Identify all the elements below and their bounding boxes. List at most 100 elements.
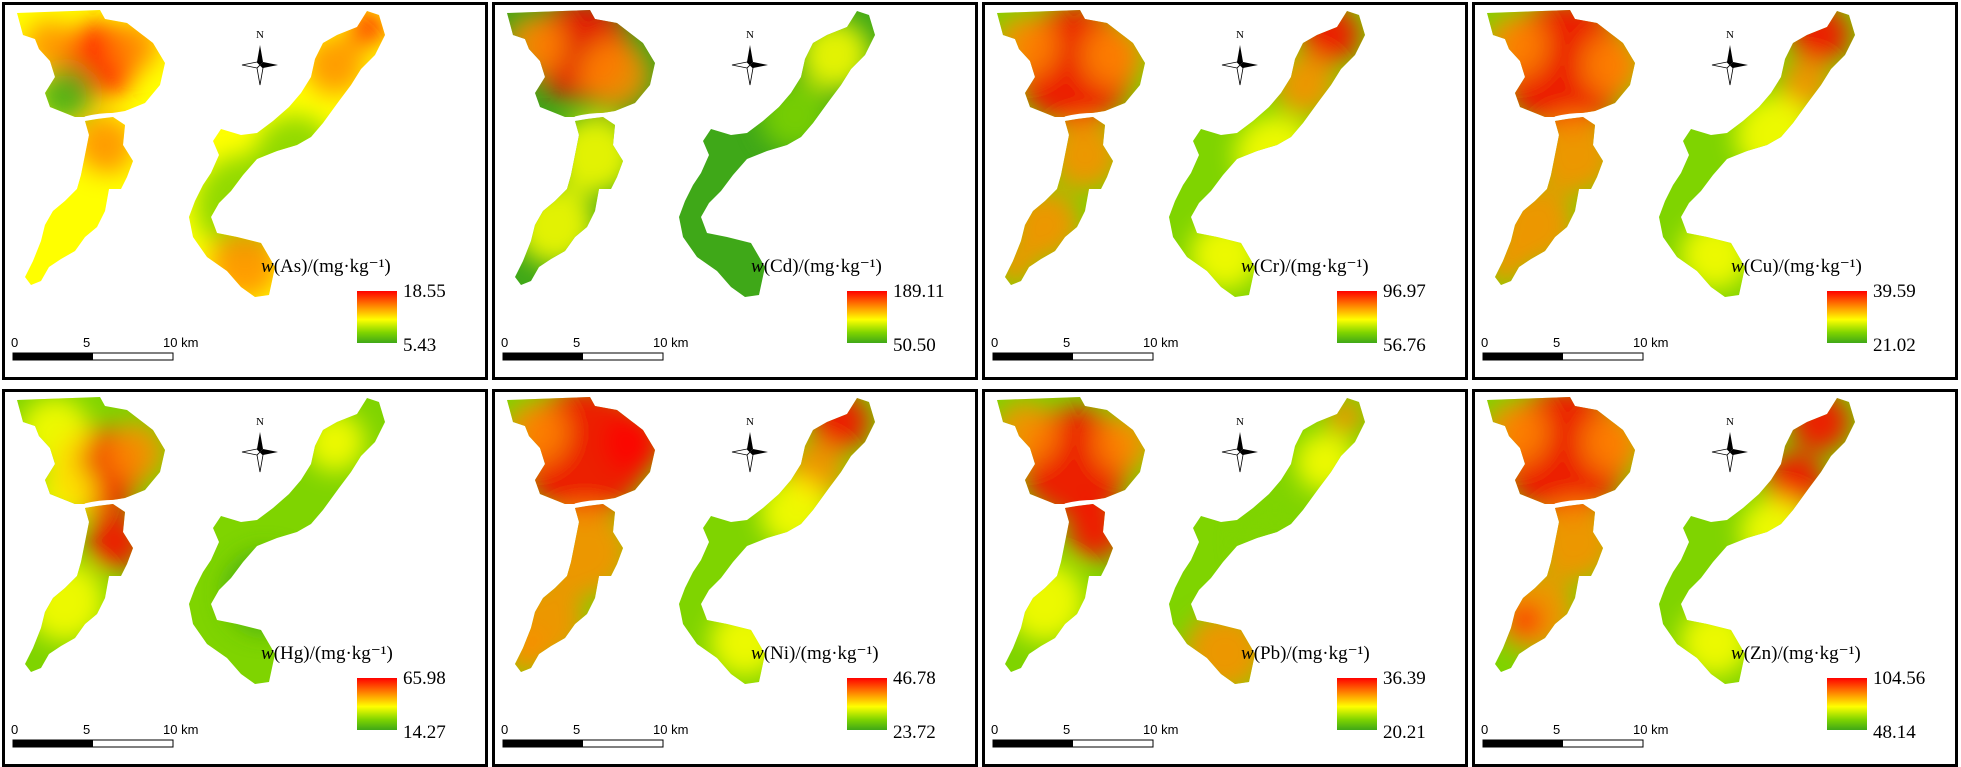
- concentration-hotspot: [555, 115, 635, 195]
- concentration-surface: [17, 397, 385, 684]
- legend-title: w(As)/(mg·kg⁻¹): [261, 255, 391, 278]
- scale-bar: [992, 739, 1154, 748]
- map-panel-ni: N 0 5 10 km w(Ni)/(mg·kg⁻¹) 46.78 23.72: [492, 389, 978, 767]
- concentration-hotspot: [20, 397, 90, 467]
- scale-label: 10 km: [163, 335, 199, 350]
- legend-title-symbol: w: [1241, 643, 1254, 664]
- scale-label: 5: [573, 722, 581, 737]
- legend-title-text: (Zn)/(mg·kg⁻¹): [1743, 643, 1861, 664]
- causeway-line: [1064, 112, 1108, 120]
- map-panel-as: N 0 5 10 km w(As)/(mg·kg⁻¹) 18.55 5.43: [2, 2, 488, 380]
- legend-title-symbol: w: [751, 643, 764, 664]
- scale-bar: [1482, 352, 1644, 361]
- legend-title-text: (Cd)/(mg·kg⁻¹): [763, 256, 882, 277]
- concentration-hotspot: [1085, 25, 1145, 85]
- concentration-hotspot: [507, 15, 565, 75]
- scale-label: 0: [501, 335, 509, 350]
- concentration-hotspot: [800, 20, 870, 90]
- legend-color-ramp: [847, 678, 887, 730]
- lake-map: [12, 397, 385, 748]
- north-label: N: [1236, 416, 1244, 428]
- concentration-hotspot: [1585, 35, 1645, 95]
- north-label: N: [746, 29, 754, 41]
- scale-bar: [12, 352, 174, 361]
- causeway-line: [574, 112, 618, 120]
- causeway-line: [574, 499, 618, 507]
- legend-color-ramp: [847, 291, 887, 343]
- scale-label: 0: [991, 722, 999, 737]
- concentration-surface: [507, 397, 875, 684]
- legend-min-value: 56.76: [1383, 335, 1426, 356]
- concentration-hotspot: [35, 65, 95, 125]
- scale-bar: [12, 739, 174, 748]
- concentration-hotspot: [997, 402, 1055, 462]
- legend-title: w(Cd)/(mg·kg⁻¹): [751, 255, 882, 278]
- north-arrow-icon: [1221, 45, 1258, 86]
- concentration-surface: [997, 397, 1365, 684]
- scale-label: 10 km: [163, 722, 199, 737]
- scale-label: 0: [11, 722, 19, 737]
- legend-title-symbol: w: [261, 643, 274, 664]
- legend-min-value: 50.50: [893, 335, 936, 356]
- concentration-hotspot: [540, 507, 630, 597]
- concentration-hotspot: [1327, 398, 1363, 434]
- concentration-hotspot: [1487, 402, 1545, 462]
- scale-label: 10 km: [1143, 722, 1179, 737]
- concentration-hotspot: [349, 11, 385, 47]
- concentration-hotspot: [1535, 502, 1615, 582]
- scale-label: 5: [573, 335, 581, 350]
- north-label: N: [256, 416, 264, 428]
- scale-label: 5: [83, 335, 91, 350]
- concentration-hotspot: [580, 40, 650, 110]
- legend-title: w(Cr)/(mg·kg⁻¹): [1241, 255, 1369, 278]
- legend-title-text: (As)/(mg·kg⁻¹): [273, 256, 391, 277]
- legend-color-ramp: [1337, 678, 1377, 730]
- causeway-line: [1554, 112, 1598, 120]
- concentration-hotspot: [760, 477, 830, 547]
- north-arrow-icon: [1711, 432, 1748, 473]
- concentration-hotspot: [1509, 604, 1541, 636]
- north-label: N: [746, 416, 754, 428]
- legend-color-ramp: [1827, 678, 1867, 730]
- concentration-hotspot: [1487, 245, 1525, 285]
- legend-max-value: 46.78: [893, 668, 936, 689]
- legend-color-ramp: [357, 678, 397, 730]
- lake-map: [502, 397, 875, 748]
- concentration-hotspot: [255, 115, 335, 195]
- scale-bar: [502, 739, 664, 748]
- causeway-line: [1064, 499, 1108, 507]
- legend-title: w(Hg)/(mg·kg⁻¹): [261, 642, 393, 665]
- legend-color-ramp: [357, 291, 397, 343]
- concentration-hotspot: [1235, 115, 1315, 195]
- concentration-hotspot: [305, 412, 365, 472]
- concentration-hotspot: [507, 402, 565, 462]
- scale-label: 5: [1553, 335, 1561, 350]
- north-label: N: [1726, 416, 1734, 428]
- causeway-line: [84, 499, 128, 507]
- north-label: N: [256, 29, 264, 41]
- concentration-hotspot: [25, 562, 105, 642]
- scale-label: 5: [1063, 335, 1071, 350]
- legend-color-ramp: [1337, 291, 1377, 343]
- concentration-hotspot: [997, 245, 1035, 285]
- scale-label: 0: [1481, 722, 1489, 737]
- legend-title-text: (Cr)/(mg·kg⁻¹): [1253, 256, 1369, 277]
- concentration-hotspot: [1735, 95, 1815, 175]
- concentration-surface: [1487, 397, 1855, 684]
- concentration-hotspot: [1295, 432, 1355, 492]
- scale-label: 10 km: [1633, 722, 1669, 737]
- legend-title-symbol: w: [751, 256, 764, 277]
- scale-bar: [502, 352, 664, 361]
- legend-color-ramp: [1827, 291, 1867, 343]
- legend-min-value: 14.27: [403, 722, 446, 743]
- legend-min-value: 21.02: [1873, 335, 1916, 356]
- concentration-hotspot: [87, 514, 143, 570]
- scale-label: 5: [1553, 722, 1561, 737]
- north-arrow-icon: [1221, 432, 1258, 473]
- legend-max-value: 36.39: [1383, 668, 1426, 689]
- legend-max-value: 104.56: [1873, 668, 1926, 689]
- scale-label: 10 km: [1143, 335, 1179, 350]
- concentration-hotspot: [1740, 497, 1810, 567]
- concentration-hotspot: [25, 20, 75, 70]
- scale-label: 0: [991, 335, 999, 350]
